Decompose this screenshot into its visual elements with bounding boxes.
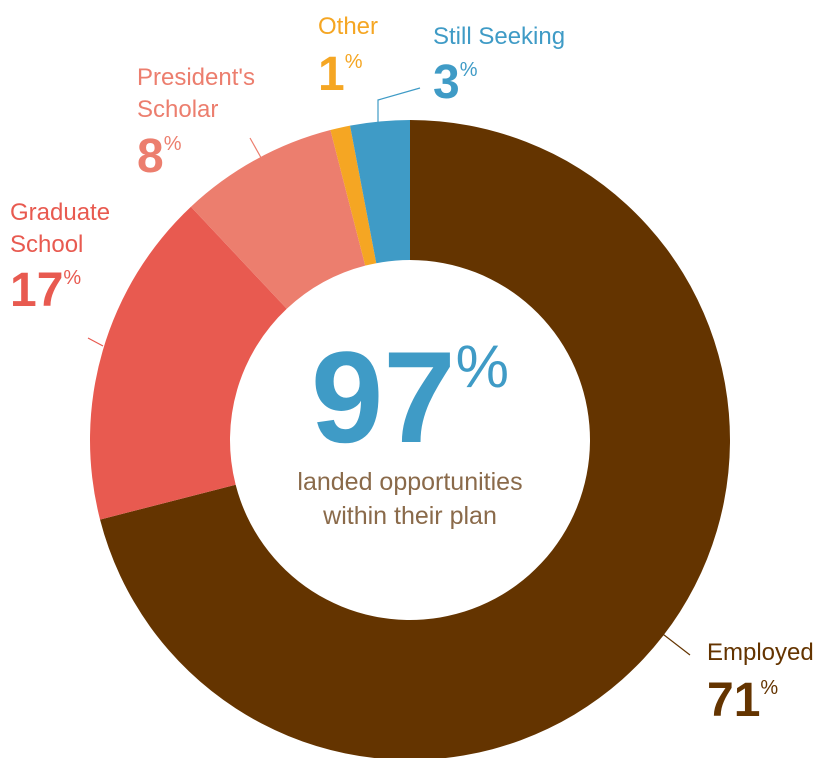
category-label: Other (318, 13, 378, 40)
leader-line (87, 337, 104, 347)
donut-slice (90, 206, 287, 520)
center-text: within their plan (322, 502, 497, 530)
center-value: 97% (311, 324, 509, 470)
center-text: landed opportunities (297, 468, 522, 496)
category-label: President's Scholar (137, 64, 262, 123)
value-label: 3% (433, 56, 478, 109)
donut-slice (190, 130, 366, 309)
leader-line (377, 87, 421, 122)
donut-slice (100, 120, 730, 758)
value-label: 17% (10, 264, 81, 317)
category-label: Still Seeking (433, 23, 565, 50)
category-label: Graduate School (10, 199, 117, 258)
leader-line (654, 627, 691, 656)
value-label: 8% (137, 130, 182, 183)
leader-line (249, 137, 265, 164)
category-label: Employed (707, 639, 814, 666)
donut-slice (350, 120, 410, 264)
value-label: 71% (707, 674, 778, 727)
value-label: 1% (318, 48, 363, 101)
donut-slice (330, 125, 377, 266)
